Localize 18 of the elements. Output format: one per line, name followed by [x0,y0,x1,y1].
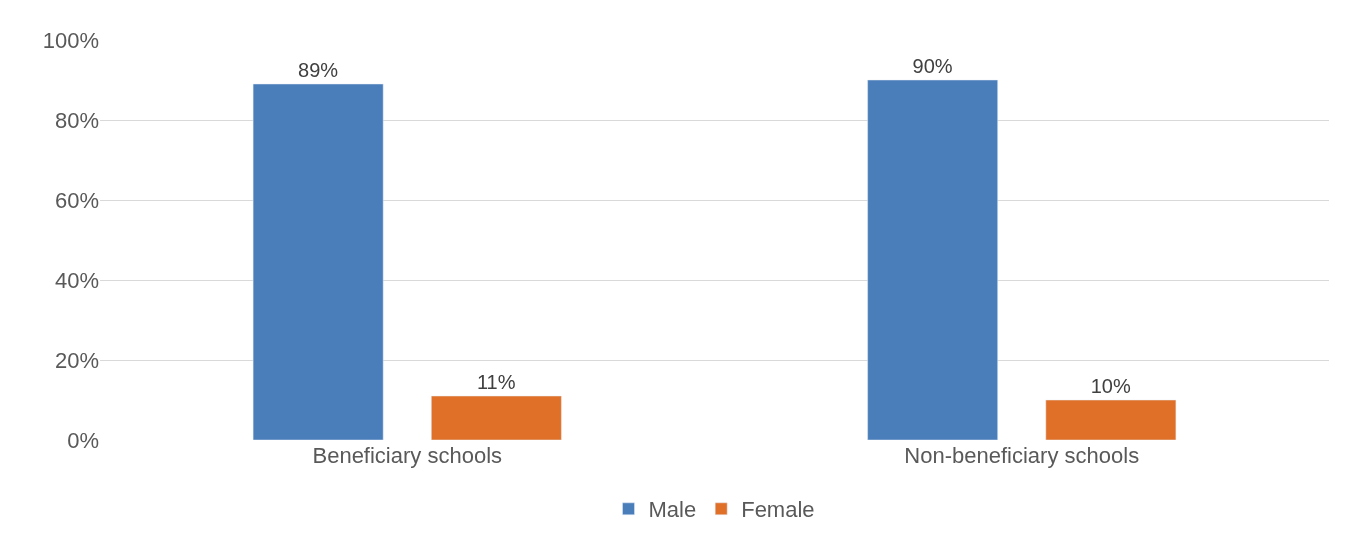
text: 90% [912,55,953,77]
bar [431,395,562,440]
bar [1045,399,1177,440]
text: 10% [1090,375,1131,397]
y-tick-label: 40% [54,267,99,293]
legend-label: Male [648,497,697,523]
y-tick-label: 60% [54,187,99,213]
text: 11% [476,371,516,393]
y-tick-label: 100% [42,27,99,53]
bar [252,83,384,440]
y-tick-label: 80% [54,107,99,133]
x-tick-label: Non-beneficiary schools [904,443,1140,468]
x-tick-label: Beneficiary schools [312,443,503,468]
y-tick-label: 0% [67,427,99,453]
bar [867,79,998,440]
text: 89% [298,59,339,81]
legend-label: Female [741,497,815,523]
y-tick-label: 20% [54,347,99,373]
